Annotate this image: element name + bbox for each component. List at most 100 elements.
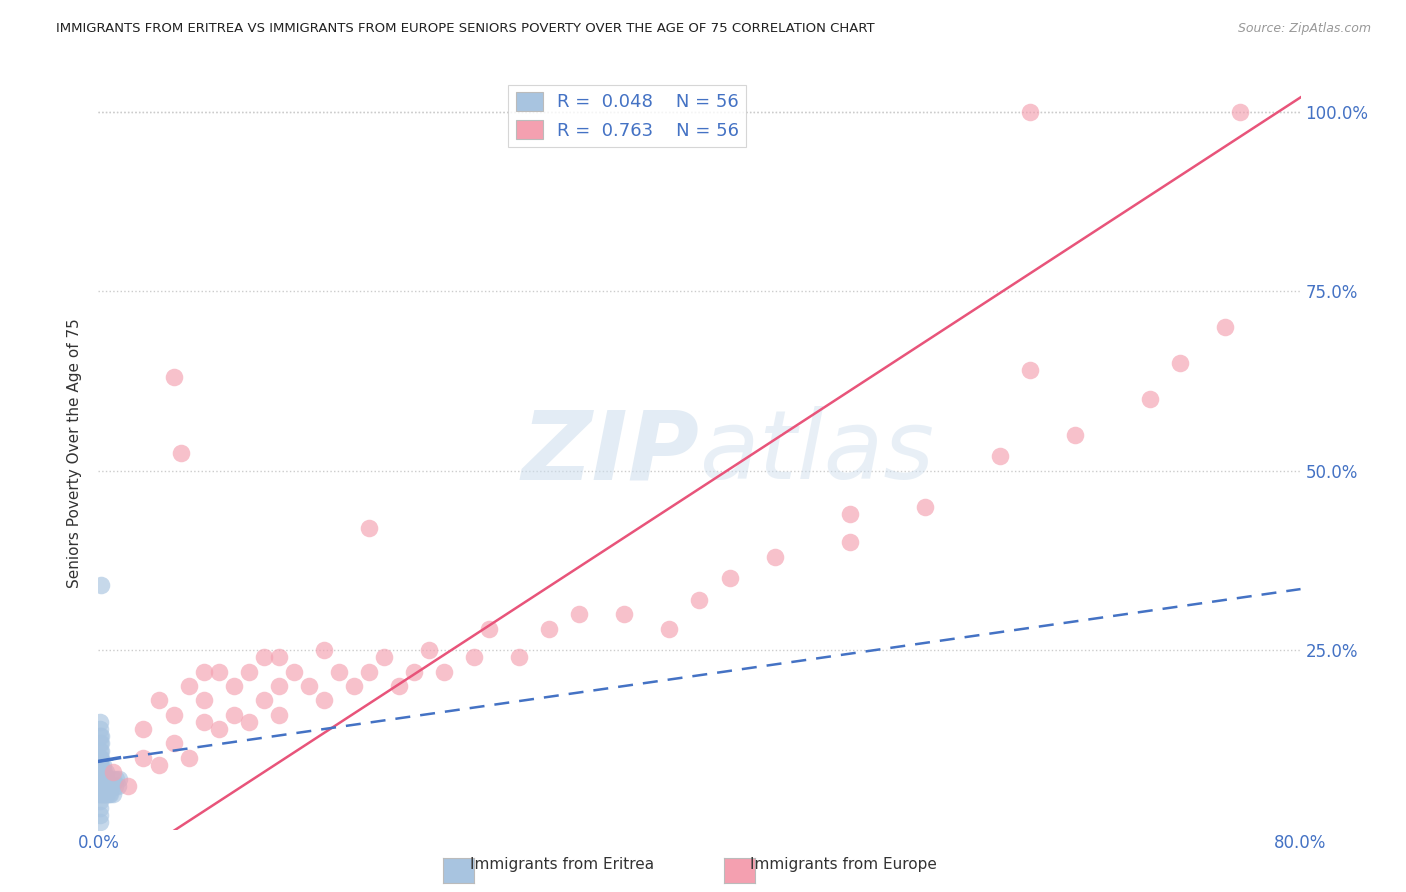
Point bbox=[1064, 427, 1087, 442]
Point bbox=[357, 665, 380, 679]
Point bbox=[1139, 392, 1161, 406]
Point bbox=[104, 780, 127, 794]
Point bbox=[162, 736, 184, 750]
Point bbox=[91, 780, 114, 794]
Text: Source: ZipAtlas.com: Source: ZipAtlas.com bbox=[1237, 22, 1371, 36]
Point bbox=[162, 707, 184, 722]
Point bbox=[90, 780, 112, 794]
Point bbox=[177, 751, 200, 765]
Point bbox=[1229, 104, 1251, 119]
Point bbox=[94, 765, 117, 780]
Point bbox=[267, 707, 290, 722]
Point bbox=[105, 772, 128, 787]
Point bbox=[1019, 104, 1042, 119]
Point bbox=[89, 808, 111, 822]
Point bbox=[170, 446, 193, 460]
Point bbox=[1170, 356, 1192, 370]
Point bbox=[89, 751, 111, 765]
Point bbox=[89, 722, 111, 736]
Point bbox=[267, 650, 290, 665]
Point bbox=[91, 758, 114, 772]
Legend: R =  0.048    N = 56, R =  0.763    N = 56: R = 0.048 N = 56, R = 0.763 N = 56 bbox=[509, 85, 747, 147]
Point bbox=[89, 751, 111, 765]
Point bbox=[267, 679, 290, 693]
Point bbox=[312, 643, 335, 657]
Point bbox=[463, 650, 485, 665]
Point bbox=[328, 665, 350, 679]
Point bbox=[132, 751, 155, 765]
Point bbox=[89, 729, 111, 743]
Point bbox=[89, 772, 111, 787]
Point bbox=[388, 679, 411, 693]
Point bbox=[103, 765, 125, 780]
Point bbox=[108, 772, 131, 787]
Point bbox=[238, 665, 260, 679]
Point bbox=[90, 765, 112, 780]
Point bbox=[117, 780, 139, 794]
Point bbox=[162, 370, 184, 384]
Point bbox=[478, 622, 501, 636]
Point bbox=[89, 743, 111, 757]
Point bbox=[87, 787, 110, 801]
Point bbox=[89, 772, 111, 787]
Point bbox=[103, 787, 125, 801]
Text: Immigrants from Europe: Immigrants from Europe bbox=[751, 857, 936, 872]
Point bbox=[208, 665, 231, 679]
Point bbox=[132, 722, 155, 736]
Point bbox=[402, 665, 425, 679]
Point bbox=[177, 679, 200, 693]
Point bbox=[90, 758, 112, 772]
Point bbox=[298, 679, 321, 693]
Point bbox=[718, 571, 741, 585]
Point bbox=[91, 765, 114, 780]
Point bbox=[97, 780, 120, 794]
Point bbox=[100, 787, 122, 801]
Point bbox=[193, 714, 215, 729]
Point bbox=[689, 592, 711, 607]
Text: IMMIGRANTS FROM ERITREA VS IMMIGRANTS FROM EUROPE SENIORS POVERTY OVER THE AGE O: IMMIGRANTS FROM ERITREA VS IMMIGRANTS FR… bbox=[56, 22, 875, 36]
Point bbox=[90, 578, 112, 592]
Point bbox=[568, 607, 591, 622]
Text: atlas: atlas bbox=[700, 406, 935, 500]
Point bbox=[101, 780, 124, 794]
Point bbox=[97, 787, 120, 801]
Point bbox=[93, 787, 115, 801]
Point bbox=[222, 707, 245, 722]
Point bbox=[253, 693, 276, 707]
Point bbox=[91, 787, 114, 801]
Point bbox=[508, 650, 530, 665]
Point bbox=[373, 650, 395, 665]
Point bbox=[89, 736, 111, 750]
Point bbox=[1019, 363, 1042, 377]
Point bbox=[418, 643, 440, 657]
Point bbox=[838, 507, 860, 521]
Point bbox=[90, 751, 112, 765]
Point bbox=[89, 765, 111, 780]
Point bbox=[89, 780, 111, 794]
Point bbox=[148, 758, 170, 772]
Point bbox=[94, 772, 117, 787]
Point bbox=[193, 693, 215, 707]
Text: ZIP: ZIP bbox=[522, 406, 700, 500]
Point bbox=[538, 622, 561, 636]
Point bbox=[89, 787, 111, 801]
Point bbox=[253, 650, 276, 665]
Point bbox=[89, 758, 111, 772]
Point bbox=[613, 607, 636, 622]
Point bbox=[93, 772, 115, 787]
Point bbox=[91, 772, 114, 787]
Point bbox=[96, 787, 118, 801]
Point bbox=[658, 622, 681, 636]
Point bbox=[89, 758, 111, 772]
Point bbox=[96, 780, 118, 794]
Point bbox=[89, 765, 111, 780]
Point bbox=[93, 780, 115, 794]
Point bbox=[90, 736, 112, 750]
Y-axis label: Seniors Poverty Over the Age of 75: Seniors Poverty Over the Age of 75 bbox=[67, 318, 83, 588]
Point bbox=[90, 743, 112, 757]
Point bbox=[93, 765, 115, 780]
Point bbox=[89, 714, 111, 729]
Point bbox=[238, 714, 260, 729]
Point bbox=[90, 729, 112, 743]
Point bbox=[208, 722, 231, 736]
